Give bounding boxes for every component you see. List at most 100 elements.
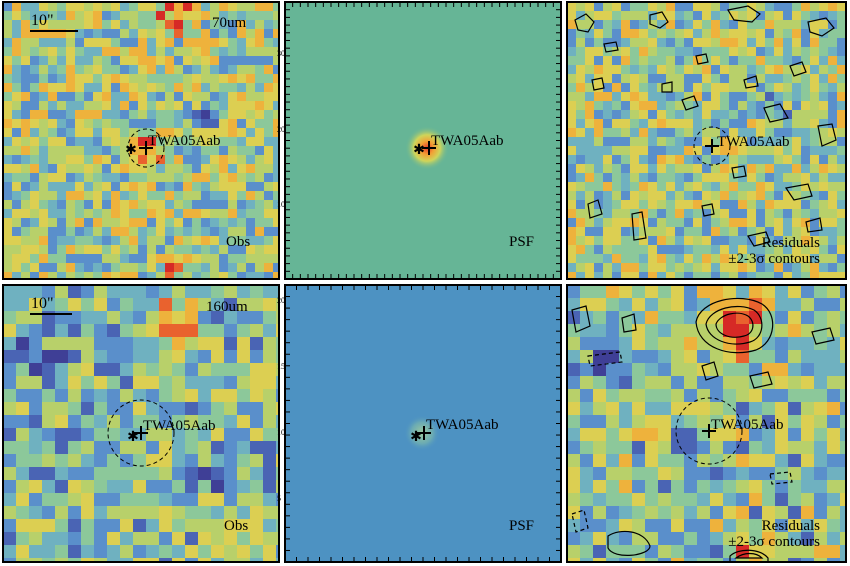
map-pixel: [632, 285, 646, 299]
map-pixel: [84, 2, 94, 12]
map-pixel: [165, 209, 175, 219]
map-pixel: [762, 428, 776, 442]
map-pixel: [93, 254, 103, 264]
map-pixel: [276, 441, 280, 455]
map-pixel: [783, 236, 793, 246]
map-pixel: [133, 558, 147, 563]
map-pixel: [39, 191, 49, 201]
band-label: 160um: [206, 299, 248, 315]
map-pixel: [792, 29, 802, 39]
map-pixel: [201, 128, 211, 138]
map-pixel: [201, 83, 211, 93]
map-pixel: [29, 363, 43, 377]
map-pixel: [93, 173, 103, 183]
map-pixel: [775, 545, 789, 559]
map-pixel: [201, 119, 211, 129]
map-pixel: [172, 506, 186, 520]
map-pixel: [788, 389, 802, 403]
map-pixel: [57, 155, 67, 165]
map-pixel: [48, 101, 58, 111]
map-pixel: [693, 236, 703, 246]
map-pixel: [657, 146, 667, 156]
map-pixel: [138, 110, 148, 120]
map-pixel: [237, 200, 247, 210]
map-pixel: [183, 137, 193, 147]
map-pixel: [729, 101, 739, 111]
map-pixel: [593, 363, 607, 377]
map-pixel: [237, 454, 251, 468]
map-pixel: [42, 545, 56, 559]
map-pixel: [165, 218, 175, 228]
map-pixel: [174, 173, 184, 183]
map-pixel: [632, 441, 646, 455]
map-pixel: [720, 110, 730, 120]
map-pixel: [210, 83, 220, 93]
map-pixel: [827, 480, 841, 494]
map-pixel: [693, 74, 703, 84]
map-pixel: [711, 227, 721, 237]
map-pixel: [165, 164, 175, 174]
map-pixel: [576, 227, 586, 237]
map-pixel: [819, 56, 829, 66]
map-pixel: [783, 119, 793, 129]
map-pixel: [246, 101, 256, 111]
map-pixel: [801, 558, 815, 563]
map-pixel: [585, 272, 595, 280]
map-pixel: [648, 236, 658, 246]
map-pixel: [255, 56, 265, 66]
map-pixel: [42, 285, 56, 299]
map-pixel: [156, 200, 166, 210]
map-pixel: [237, 532, 251, 546]
map-pixel: [228, 119, 238, 129]
map-pixel: [264, 173, 274, 183]
map-pixel: [675, 146, 685, 156]
map-pixel: [174, 110, 184, 120]
map-pixel: [684, 236, 694, 246]
map-pixel: [183, 29, 193, 39]
scale-bar-label: 10": [31, 295, 54, 312]
map-pixel: [580, 467, 594, 481]
map-pixel: [75, 227, 85, 237]
map-pixel: [159, 415, 173, 429]
map-pixel: [606, 402, 620, 416]
map-pixel: [237, 47, 247, 57]
map-pixel: [783, 254, 793, 264]
map-pixel: [639, 146, 649, 156]
map-pixel: [57, 56, 67, 66]
map-pixel: [192, 101, 202, 111]
map-pixel: [762, 350, 776, 364]
map-pixel: [159, 285, 173, 299]
map-pixel: [585, 173, 595, 183]
map-pixel: [3, 389, 17, 403]
map-pixel: [81, 441, 95, 455]
map-pixel: [75, 173, 85, 183]
map-pixel: [198, 298, 212, 312]
map-pixel: [263, 324, 277, 338]
map-pixel: [255, 47, 265, 57]
map-pixel: [66, 56, 76, 66]
map-pixel: [147, 65, 157, 75]
map-pixel: [211, 337, 225, 351]
map-pixel: [788, 363, 802, 377]
map-pixel: [42, 363, 56, 377]
map-pixel: [675, 110, 685, 120]
map-pixel: [693, 254, 703, 264]
map-pixel: [675, 65, 685, 75]
map-pixel: [801, 324, 815, 338]
map-pixel: [783, 20, 793, 30]
map-pixel: [138, 155, 148, 165]
map-pixel: [120, 227, 130, 237]
map-pixel: [658, 350, 672, 364]
map-pixel: [594, 119, 604, 129]
map-pixel: [639, 2, 649, 12]
map-pixel: [576, 155, 586, 165]
map-pixel: [129, 47, 139, 57]
target-label: TWA05Aab: [148, 133, 220, 149]
map-pixel: [219, 29, 229, 39]
map-pixel: [210, 20, 220, 30]
map-pixel: [68, 350, 82, 364]
map-pixel: [210, 65, 220, 75]
map-pixel: [801, 337, 815, 351]
map-pixel: [68, 441, 82, 455]
map-pixel: [66, 11, 76, 21]
